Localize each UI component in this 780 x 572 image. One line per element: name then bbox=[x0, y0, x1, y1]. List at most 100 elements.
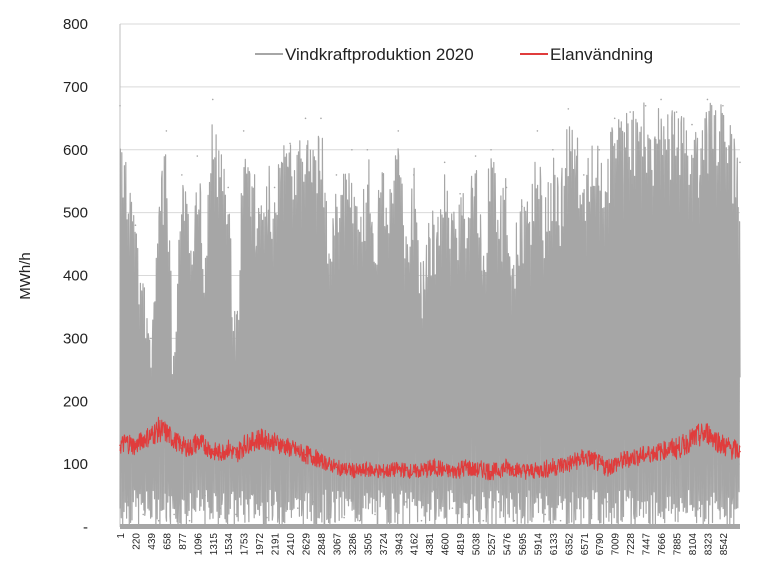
x-tick-label: 2629 bbox=[302, 533, 313, 556]
vindkraft-point bbox=[358, 519, 361, 522]
vindkraft-point bbox=[691, 123, 693, 126]
elanvandning-point bbox=[420, 469, 423, 472]
series-elanvandning bbox=[119, 416, 741, 481]
vindkraft-point bbox=[613, 117, 616, 120]
vindkraft-point bbox=[335, 174, 338, 176]
elanvandning-point bbox=[590, 458, 593, 460]
vindkraft-point bbox=[204, 494, 206, 497]
vindkraft-point bbox=[575, 494, 577, 497]
vindkraft-point bbox=[637, 394, 639, 396]
vindkraft-point bbox=[505, 186, 508, 189]
vindkraft-point bbox=[428, 236, 430, 239]
x-tick-label: 5476 bbox=[502, 533, 513, 556]
elanvandning-point bbox=[451, 470, 454, 473]
x-tick-label: 1 bbox=[116, 533, 127, 539]
vindkraft-point bbox=[273, 186, 276, 189]
y-tick-label: 400 bbox=[63, 268, 88, 285]
elanvandning-point bbox=[443, 469, 446, 472]
vindkraft-point bbox=[312, 501, 315, 503]
legend-label-vindkraft: Vindkraftproduktion 2020 bbox=[285, 45, 474, 64]
legend: Vindkraftproduktion 2020 Elanvändning bbox=[255, 45, 653, 64]
vindkraft-point bbox=[126, 501, 129, 503]
elanvandning-point bbox=[181, 444, 183, 447]
vindkraft-point bbox=[119, 104, 121, 107]
elanvandning-point bbox=[358, 470, 361, 473]
elanvandning-point bbox=[258, 438, 260, 440]
vindkraft-point bbox=[389, 507, 392, 509]
vindkraft-point bbox=[196, 155, 199, 157]
elanvandning-point bbox=[173, 439, 175, 442]
y-tick-label: 300 bbox=[63, 330, 88, 347]
elanvandning-point bbox=[644, 453, 647, 456]
y-tick-label: 700 bbox=[63, 79, 88, 96]
y-tick-label: 800 bbox=[63, 16, 88, 33]
x-tick-label: 5914 bbox=[533, 533, 544, 556]
elanvandning-point bbox=[637, 455, 639, 458]
elanvandning-point bbox=[327, 463, 330, 465]
vindkraft-point bbox=[582, 174, 585, 176]
vindkraft-point bbox=[739, 161, 741, 164]
elanvandning-point bbox=[613, 463, 616, 465]
vindkraft-point bbox=[343, 516, 345, 519]
elanvandning-point bbox=[490, 470, 492, 473]
vindkraft-point bbox=[351, 148, 353, 151]
vindkraft-point bbox=[304, 117, 307, 120]
x-tick-label: 877 bbox=[178, 533, 189, 550]
y-axis-label: MWh/h bbox=[17, 252, 34, 300]
vindkraft-point bbox=[722, 104, 724, 107]
elanvandning-point bbox=[652, 452, 655, 454]
x-tick-label: 4600 bbox=[441, 533, 452, 556]
vindkraft-point bbox=[714, 501, 716, 503]
x-tick-label: 1753 bbox=[240, 533, 251, 556]
elanvandning-point bbox=[552, 466, 554, 469]
vindkraft-point bbox=[412, 174, 415, 176]
elanvandning-point bbox=[273, 441, 276, 443]
x-tick-label: 6133 bbox=[549, 533, 560, 556]
vindkraft-point bbox=[521, 205, 523, 208]
vindkraft-point bbox=[397, 130, 400, 132]
vindkraft-point bbox=[443, 161, 446, 164]
x-tick-label: 5257 bbox=[487, 533, 498, 556]
vindkraft-point bbox=[590, 513, 593, 516]
elanvandning-point bbox=[567, 463, 570, 465]
vindkraft-point bbox=[559, 519, 562, 522]
x-tick-label: 3724 bbox=[379, 533, 390, 556]
elanvandning-point bbox=[729, 447, 732, 450]
elanvandning-point bbox=[575, 460, 577, 462]
elanvandning-point bbox=[219, 452, 222, 454]
y-tick-label: 600 bbox=[63, 142, 88, 159]
vindkraft-point bbox=[552, 148, 554, 151]
vindkraft-point bbox=[467, 513, 469, 516]
vindkraft-point bbox=[706, 98, 709, 101]
vindkraft-point bbox=[227, 186, 230, 189]
vindkraft-point bbox=[235, 513, 237, 516]
x-tick-label: 439 bbox=[147, 533, 158, 550]
elanvandning-point bbox=[304, 453, 307, 456]
x-tick-label: 1315 bbox=[209, 533, 220, 556]
vindkraft-point bbox=[405, 501, 407, 503]
y-tick-label: 100 bbox=[63, 456, 88, 473]
vindkraft-point bbox=[698, 507, 701, 509]
elanvandning-point bbox=[142, 438, 145, 440]
elanvandning-point bbox=[297, 450, 299, 453]
elanvandning-point bbox=[204, 444, 206, 447]
vindkraft-point bbox=[289, 142, 291, 145]
x-tick-label: 3943 bbox=[394, 533, 405, 556]
x-tick-label: 3067 bbox=[332, 533, 343, 556]
x-tick-label: 5695 bbox=[518, 533, 529, 556]
elanvandning-point bbox=[497, 469, 500, 472]
vindkraft-point bbox=[528, 488, 531, 491]
vindkraft-point bbox=[652, 406, 655, 409]
elanvandning-point bbox=[343, 468, 345, 470]
vindkraft-point bbox=[258, 211, 260, 214]
x-tick-label: 658 bbox=[162, 533, 173, 550]
x-tick-label: 8323 bbox=[703, 533, 714, 556]
elanvandning-point bbox=[351, 469, 353, 472]
elanvandning-point bbox=[598, 463, 601, 465]
elanvandning-line bbox=[119, 416, 741, 481]
y-tick-label: - bbox=[83, 519, 88, 536]
elanvandning-point bbox=[683, 444, 686, 447]
x-tick-label: 6790 bbox=[595, 533, 606, 556]
y-axis-ticks: - 100 200 300 400 500 600 700 800 bbox=[63, 16, 88, 536]
elanvandning-point bbox=[235, 453, 237, 456]
